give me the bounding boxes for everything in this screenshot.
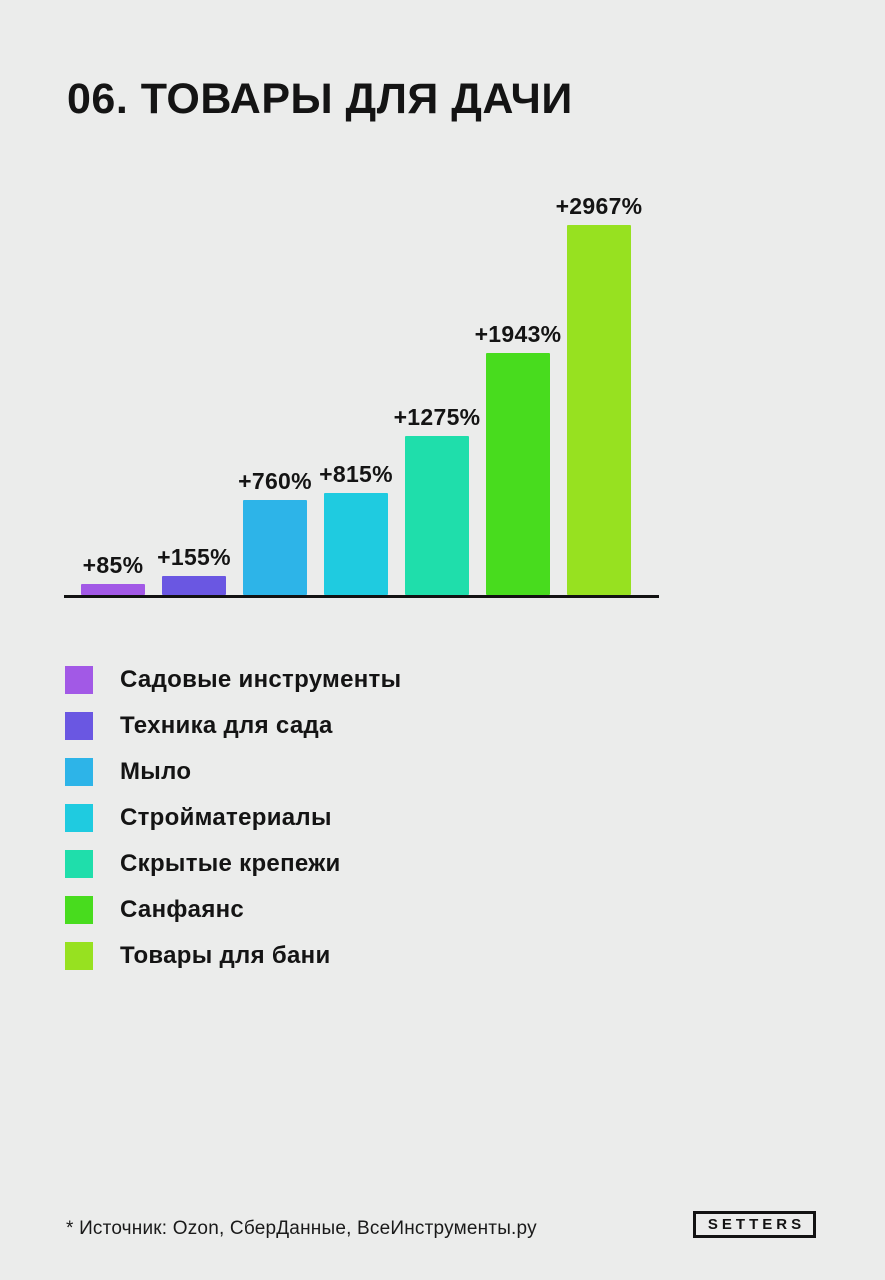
setters-logo-text: SETTERS — [707, 1216, 806, 1233]
bar-group: +815% — [319, 461, 393, 595]
bar-value-label: +2967% — [555, 193, 643, 219]
setters-logo: SETTERS — [693, 1211, 816, 1238]
legend-swatch — [65, 942, 93, 970]
bar-group: +85% — [81, 552, 145, 595]
bar-value-label: +85% — [82, 552, 144, 578]
legend-item: Техника для сада — [65, 712, 401, 740]
legend-label: Санфаянс — [120, 896, 245, 923]
bar — [567, 225, 631, 595]
legend-swatch — [65, 758, 93, 786]
source-note: * Источник: Ozon, СберДанные, ВсеИнструм… — [66, 1218, 537, 1239]
bar — [81, 584, 145, 595]
bar-group: +1275% — [394, 404, 480, 595]
legend-label: Мыло — [120, 758, 192, 785]
bar-value-label: +760% — [238, 468, 312, 494]
bar-value-label: +1943% — [474, 321, 562, 347]
legend-item: Скрытые крепежи — [65, 850, 401, 878]
bar — [243, 500, 307, 595]
legend-item: Садовые инструменты — [65, 666, 401, 694]
bar-group: +155% — [157, 544, 231, 595]
legend-label: Скрытые крепежи — [120, 850, 341, 877]
bar-value-label: +815% — [319, 461, 393, 487]
legend-label: Товары для бани — [120, 942, 331, 969]
bar — [486, 353, 550, 595]
legend-label: Техника для сада — [120, 712, 333, 739]
bar-group: +760% — [238, 468, 312, 595]
bar-group: +2967% — [556, 193, 642, 595]
bar — [324, 493, 388, 595]
legend-swatch — [65, 712, 93, 740]
legend-label: Стройматериалы — [120, 804, 332, 831]
legend-label: Садовые инструменты — [120, 666, 402, 693]
legend-item: Стройматериалы — [65, 804, 401, 832]
legend-item: Товары для бани — [65, 942, 401, 970]
bar — [162, 576, 226, 595]
legend-swatch — [65, 850, 93, 878]
legend-item: Санфаянс — [65, 896, 401, 924]
legend-swatch — [65, 666, 93, 694]
legend-swatch — [65, 896, 93, 924]
bar-value-label: +1275% — [393, 404, 481, 430]
page-title: 06. ТОВАРЫ ДЛЯ ДАЧИ — [67, 75, 573, 123]
legend-swatch — [65, 804, 93, 832]
bar-group: +1943% — [475, 321, 561, 595]
bar-chart: +85% +155% +760% +815% +1275% +1943% +2967% — [64, 0, 659, 598]
bar-value-label: +155% — [157, 544, 231, 570]
bar — [405, 436, 469, 595]
legend-item: Мыло — [65, 758, 401, 786]
chart-legend: Садовые инструменты Техника для сада Мыло С… — [65, 666, 401, 970]
